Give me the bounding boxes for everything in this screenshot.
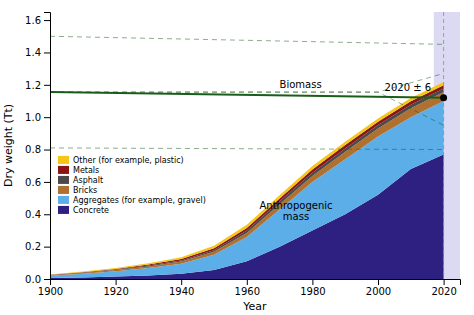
legend-item: Other (for example, plastic) [58,156,184,165]
tick: 0.8 [25,144,50,155]
tick: 1940 [169,279,194,297]
x-axis-title: Year [242,300,267,313]
legend-swatch [58,196,69,204]
tick: 1.4 [25,47,50,58]
tick-mark [44,279,50,280]
tick: 2020 [431,279,456,297]
legend-swatch [58,176,69,184]
tick-mark [378,279,379,285]
tick-label: 1.2 [25,80,41,91]
tick: 0.4 [25,209,50,220]
tick-label: 1940 [169,286,194,297]
tick: 1.2 [25,80,50,91]
legend-item: Metals [58,166,99,175]
tick: 1920 [103,279,128,297]
legend-label: Other (for example, plastic) [73,156,184,165]
annotation: Biomass [280,79,322,90]
legend-label: Concrete [73,206,109,215]
tick: 1960 [235,279,260,297]
tick-mark [44,214,50,215]
tick: 0.6 [25,177,50,188]
marks [50,12,460,279]
chart: 1900 1920 1940 1960 1980 2000 2020 0.0 0.2 0.4 0.6… [0,0,474,315]
axis-line [51,280,461,286]
tick: 1980 [300,279,325,297]
plot-area: 1900 1920 1940 1960 1980 2000 2020 0.0 0.2 0.4 0.6… [2,12,461,313]
tick-mark [44,85,50,86]
tick-mark [247,279,248,285]
y-axis: 0.0 0.2 0.4 0.6 0.8 1.0 1.2 1.4 1.6 [25,13,50,285]
legend: Other (for example, plastic)MetalsAsphal… [58,156,206,215]
y-axis-title: Dry weight (Tt) [2,104,15,187]
tick-label: 1.6 [25,15,41,26]
legend-swatch [58,206,69,214]
annotation: Anthropogenicmass [259,200,332,222]
tick-mark [444,279,445,285]
tick-mark [116,279,117,285]
tick: 1.0 [25,112,50,123]
tick: 1.6 [25,15,50,26]
annotation: 2020 ± 6 [385,82,432,93]
tick: 0.2 [25,241,50,252]
tick-mark [181,279,182,285]
biomass-range-line [50,148,444,150]
legend-swatch [58,186,69,194]
legend-label: Bricks [73,186,97,195]
tick-label: 0.4 [25,209,41,220]
tick-label: 0.2 [25,241,41,252]
tick: 1900 [38,279,63,297]
legend-item: Aggregates (for example, gravel) [58,196,206,205]
tick-label: 1980 [300,286,325,297]
tick-mark [44,117,50,118]
legend-label: Metals [73,166,99,175]
tick-label: 1960 [235,286,260,297]
tick-mark [44,182,50,183]
tick: 0.0 [25,274,50,285]
biomass-range-line [50,73,444,92]
tick-mark [44,247,50,248]
legend-label: Asphalt [73,176,103,185]
legend-item: Asphalt [58,176,103,185]
tick-mark [312,279,313,285]
point [440,94,447,101]
legend-label: Aggregates (for example, gravel) [73,196,206,205]
legend-item: Bricks [58,186,97,195]
tick-label: 1920 [103,286,128,297]
area-band [50,85,444,275]
tick: 2000 [366,279,391,297]
legend-swatch [58,156,69,164]
legend-item: Concrete [58,206,109,215]
tick-label: 0.8 [25,144,41,155]
area-band [50,82,444,275]
biomass-range-line [50,36,444,44]
tick-label: 2020 [431,286,456,297]
tick-label: 1900 [38,286,63,297]
tick-label: 1.4 [25,47,41,58]
x-axis: 1900 1920 1940 1960 1980 2000 2020 [38,279,461,297]
tick-mark [44,20,50,21]
biomass-range-line [50,92,444,125]
legend-swatch [58,166,69,174]
tick-label: 1.0 [25,112,41,123]
tick-mark [44,52,50,53]
tick-label: 0.6 [25,177,41,188]
tick-label: 0.0 [25,274,41,285]
axis-line [44,13,51,280]
tick-mark [44,150,50,151]
reference-line [443,12,444,279]
tick-label: 2000 [366,286,391,297]
